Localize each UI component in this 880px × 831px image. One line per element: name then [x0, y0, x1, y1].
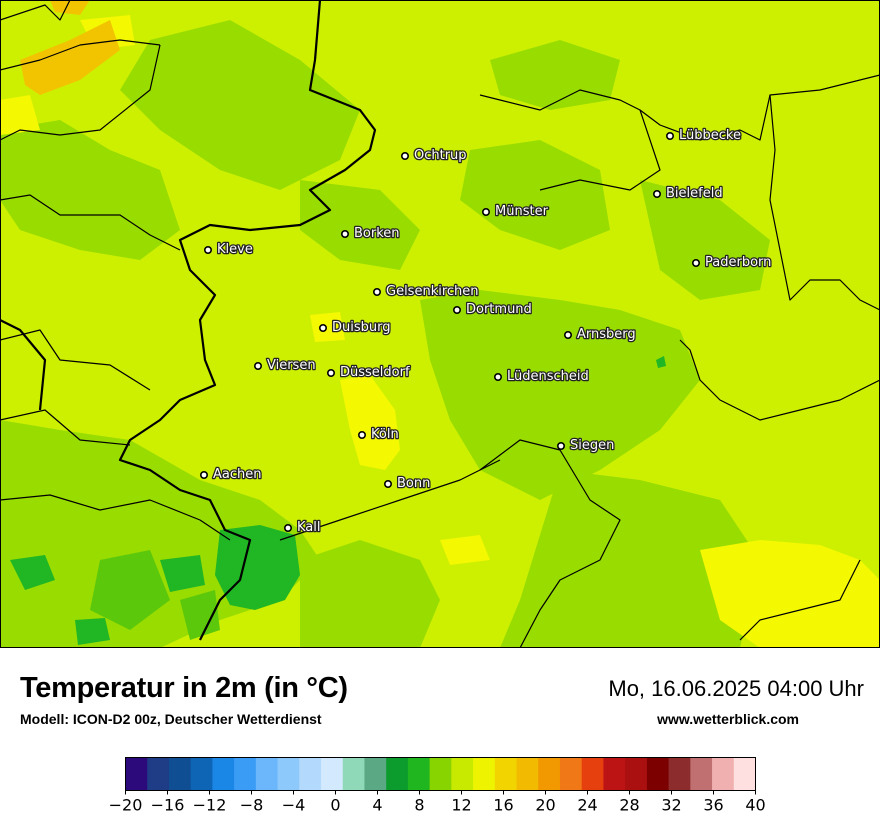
city-siegen[interactable]: Siegen [556, 437, 616, 454]
legend-swatch [690, 757, 713, 791]
temperature-region-dark-green [10, 525, 300, 645]
legend-swatch [451, 757, 474, 791]
city-bielefeld[interactable]: Bielefeld [652, 185, 724, 202]
legend-tick-label: 36 [703, 796, 723, 815]
city-duesseldorf[interactable]: Düsseldorf [326, 364, 411, 381]
city-label: Kall [297, 520, 321, 535]
city-kall[interactable]: Kall [283, 519, 322, 536]
legend-tick-label: 20 [535, 796, 555, 815]
legend-swatch [386, 757, 409, 791]
legend-tick-label: 0 [330, 796, 340, 815]
legend-tick-label: −12 [193, 796, 227, 815]
legend-swatch [494, 757, 517, 791]
legend-swatch [299, 757, 322, 791]
website-link[interactable]: www.wetterblick.com [657, 711, 799, 727]
city-label: Siegen [570, 438, 614, 453]
legend-ticks: −20 −16 −12 −8 −4 0 4 8 12 16 20 24 28 32 36 40 [109, 790, 766, 815]
forecast-datetime: Mo, 16.06.2025 04:00 Uhr [608, 676, 864, 701]
legend-swatch [125, 757, 148, 791]
model-source: Modell: ICON-D2 00z, Deutscher Wetterdie… [20, 711, 322, 727]
legend-swatch [147, 757, 170, 791]
legend-tick-label: 24 [577, 796, 597, 815]
city-label: Borken [354, 226, 400, 241]
city-dortmund[interactable]: Dortmund [452, 301, 533, 318]
legend-tick-label: 12 [451, 796, 471, 815]
legend-swatch [559, 757, 583, 791]
temperature-region-orange [20, 0, 120, 95]
city-label: Köln [371, 427, 399, 442]
legend-frame [125, 757, 756, 791]
city-gelsenkirchen[interactable]: Gelsenkirchen [372, 283, 480, 300]
city-luebbecke[interactable]: Lübbecke [665, 127, 742, 144]
legend-swatch [364, 757, 387, 791]
legend-swatch [212, 757, 235, 791]
city-koeln[interactable]: Köln [357, 426, 400, 443]
city-viersen[interactable]: Viersen [254, 357, 317, 374]
map-title: Temperatur in 2m (in °C) [20, 672, 348, 704]
temperature-region-mid-green [90, 550, 220, 640]
legend-tick-label: 8 [414, 796, 424, 815]
city-luedenscheid[interactable]: Lüdenscheid [493, 368, 590, 385]
legend-swatch [277, 757, 300, 791]
legend-swatch [538, 757, 561, 791]
city-arnsberg[interactable]: Arnsberg [563, 326, 637, 343]
city-kleve[interactable]: Kleve [204, 241, 254, 258]
city-label: Paderborn [705, 255, 771, 270]
legend-swatch [668, 757, 691, 791]
city-paderborn[interactable]: Paderborn [691, 254, 773, 271]
legend-swatch [625, 757, 648, 791]
city-muenster[interactable]: Münster [481, 203, 550, 220]
city-label: Arnsberg [577, 327, 636, 342]
city-label: Bielefeld [666, 186, 723, 201]
legend-swatch [473, 757, 496, 791]
legend-swatches [125, 757, 756, 791]
city-label: Lübbecke [679, 128, 741, 143]
city-label: Ochtrup [414, 148, 467, 163]
city-label: Bonn [397, 476, 430, 491]
legend-tick-label: −20 [109, 796, 143, 815]
legend-swatch [712, 757, 735, 791]
city-label: Düsseldorf [340, 365, 410, 380]
temperature-region-yellow [0, 15, 880, 648]
legend-swatch [321, 757, 344, 791]
temperature-map[interactable]: Ochtrup Lübbecke Bielefeld Münster Borke… [0, 0, 880, 648]
legend-swatch [255, 757, 278, 791]
city-label: Duisburg [332, 320, 391, 335]
city-label: Gelsenkirchen [386, 284, 479, 299]
color-legend: −20 −16 −12 −8 −4 0 4 8 12 16 20 24 28 32 36 40 [100, 756, 780, 831]
city-label: Viersen [267, 358, 316, 373]
legend-swatch [429, 757, 452, 791]
legend-tick-label: 40 [745, 796, 765, 815]
legend-tick-label: −16 [151, 796, 185, 815]
legend-tick-label: 32 [661, 796, 681, 815]
city-label: Dortmund [466, 302, 532, 317]
lake-marker [656, 356, 666, 368]
city-ochtrup[interactable]: Ochtrup [400, 147, 468, 164]
legend-swatch [581, 757, 604, 791]
legend-swatch [168, 757, 192, 791]
city-bonn[interactable]: Bonn [383, 475, 432, 492]
city-label: Münster [495, 204, 549, 219]
national-border [0, 0, 377, 641]
legend-swatch [603, 757, 626, 791]
legend-swatch [190, 757, 213, 791]
legend-swatch [733, 757, 756, 791]
city-label: Lüdenscheid [507, 369, 589, 384]
city-aachen[interactable]: Aachen [200, 466, 263, 483]
city-label: Kleve [217, 242, 253, 257]
legend-swatch [342, 757, 365, 791]
city-borken[interactable]: Borken [340, 225, 401, 242]
legend-tick-label: −4 [282, 796, 306, 815]
legend-swatch [407, 757, 431, 791]
legend-tick-label: −8 [240, 796, 264, 815]
state-borders [0, 0, 880, 648]
legend-tick-label: 16 [493, 796, 513, 815]
city-label: Aachen [213, 467, 261, 482]
legend-tick-label: 28 [619, 796, 639, 815]
legend-swatch [516, 757, 539, 791]
legend-swatch [234, 757, 257, 791]
legend-swatch [646, 757, 670, 791]
city-duisburg[interactable]: Duisburg [318, 319, 392, 336]
legend-tick-label: 4 [372, 796, 382, 815]
